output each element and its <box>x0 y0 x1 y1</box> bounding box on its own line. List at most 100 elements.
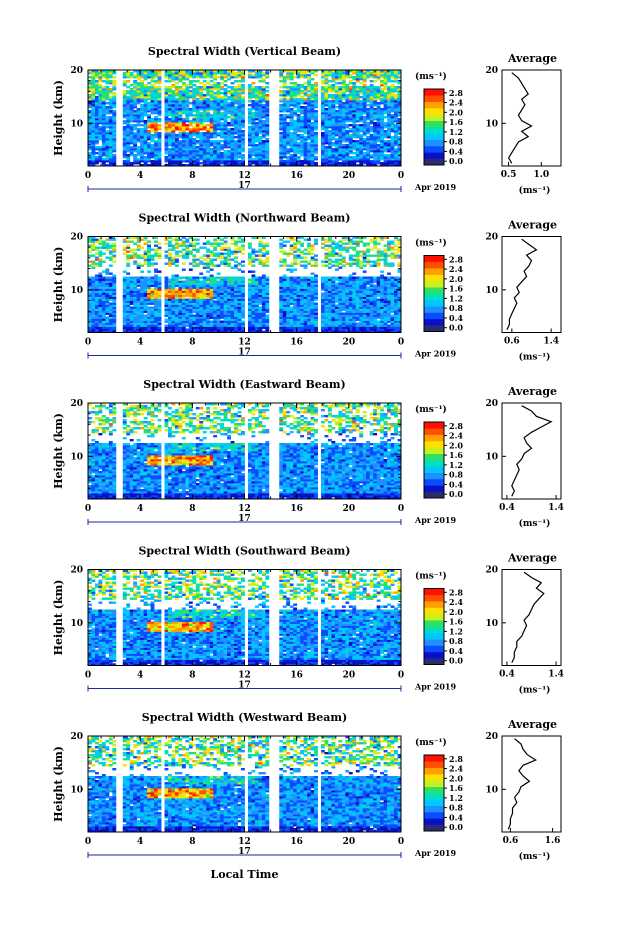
heatmap-cell <box>140 108 145 111</box>
heatmap-cell <box>199 260 204 263</box>
heatmap-cell <box>88 110 92 113</box>
heatmap-cell <box>91 124 96 127</box>
heatmap-cell <box>108 162 113 165</box>
heatmap-cell <box>185 96 190 99</box>
heatmap-cell <box>129 120 134 123</box>
heatmap-cell <box>105 134 110 137</box>
heatmap-cell <box>185 238 190 241</box>
heatmap-cell <box>206 140 211 143</box>
heatmap-cell <box>174 88 179 91</box>
heatmap-cell <box>143 152 148 155</box>
heatmap-cell <box>171 136 176 139</box>
heatmap-cell <box>112 136 117 139</box>
heatmap-cell <box>178 150 183 153</box>
heatmap-cell <box>154 74 158 77</box>
heatmap-cell <box>143 88 148 91</box>
heatmap-cell <box>202 154 207 157</box>
colorbar-tick-label: 0.0 <box>449 156 463 166</box>
heatmap-cell <box>216 140 221 143</box>
heatmap-cell <box>136 136 141 139</box>
heatmap-cell <box>199 92 204 95</box>
heatmap-cell <box>373 108 378 111</box>
heatmap-cell <box>171 274 176 277</box>
heatmap-cell <box>94 140 99 143</box>
heatmap-cell <box>195 142 200 145</box>
heatmap-cell <box>174 138 179 141</box>
heatmap-cell <box>202 118 207 121</box>
heatmap-cell <box>126 100 131 103</box>
heatmap-cell <box>209 114 214 117</box>
heatmap-cell <box>206 92 211 95</box>
heatmap-cell <box>206 106 211 109</box>
heatmap-cell <box>171 100 176 103</box>
heatmap-cell <box>202 80 207 83</box>
heatmap-cell <box>188 112 193 115</box>
heatmap-cell <box>140 84 145 87</box>
heatmap-cell <box>206 132 211 135</box>
heatmap-cell <box>112 144 117 147</box>
heatmap-cell <box>112 112 117 115</box>
heatmap-cell <box>167 72 172 75</box>
average-x-tick-label: 0.5 <box>501 170 517 180</box>
heatmap-cell <box>98 72 103 75</box>
heatmap-cell <box>133 118 138 121</box>
heatmap-cell <box>136 160 141 163</box>
heatmap-cell <box>206 120 211 123</box>
colorbar-tick-label: 0.8 <box>449 137 463 147</box>
heatmap-cell <box>241 154 245 157</box>
heatmap-cell <box>178 86 183 89</box>
heatmap-cell <box>91 128 96 131</box>
heatmap-cell <box>206 276 211 279</box>
heatmap-cell <box>157 76 162 79</box>
heatmap-cell <box>129 76 134 79</box>
heatmap-cell <box>279 90 284 93</box>
heatmap-cell <box>185 140 190 143</box>
heatmap-cell <box>359 100 364 103</box>
heatmap-cell <box>94 110 99 113</box>
heatmap-cell <box>147 134 151 137</box>
heatmap-cell <box>98 132 103 135</box>
heatmap-cell <box>178 112 183 115</box>
heatmap-cell <box>108 130 113 133</box>
heatmap-cell <box>202 112 207 115</box>
heatmap-cell <box>174 134 179 137</box>
heatmap-cell <box>209 74 214 77</box>
heatmap-cell <box>101 124 106 127</box>
heatmap-cell <box>108 272 113 275</box>
heatmap-cell <box>147 94 151 97</box>
heatmap-cell <box>122 110 127 113</box>
heatmap-cell <box>88 160 92 163</box>
heatmap-cell <box>143 130 148 133</box>
heatmap-cell <box>143 96 148 99</box>
heatmap-cell <box>133 112 138 115</box>
heatmap-cell <box>171 80 176 83</box>
heatmap-cell <box>185 98 190 101</box>
heatmap-cell <box>143 140 148 143</box>
panel-title: Spectral Width (Northward Beam) <box>139 212 351 225</box>
heatmap-cell <box>164 156 169 159</box>
heatmap-cell <box>164 262 169 265</box>
heatmap-cell <box>154 116 158 119</box>
heatmap-cell <box>167 108 172 111</box>
heatmap-cell <box>112 102 117 105</box>
heatmap-cell <box>188 156 193 159</box>
heatmap-cell <box>324 108 329 111</box>
heatmap-cell <box>199 124 204 127</box>
heatmap-cell <box>181 70 186 73</box>
heatmap-cell <box>122 116 127 119</box>
heatmap-cell <box>101 276 106 279</box>
heatmap-cell <box>181 150 186 153</box>
heatmap-cell <box>129 140 134 143</box>
panel-0: Spectral Width (Vertical Beam)1020Height… <box>52 45 562 196</box>
heatmap-cell <box>178 90 183 93</box>
heatmap-cell <box>143 148 148 151</box>
heatmap-cell <box>185 118 190 121</box>
heatmap-cell <box>188 72 193 75</box>
heatmap-cell <box>136 140 141 143</box>
heatmap-cell <box>209 144 214 147</box>
heatmap-cell <box>140 144 145 147</box>
heatmap-cell <box>223 276 228 279</box>
heatmap-cell <box>94 262 99 265</box>
heatmap-cell <box>140 94 145 97</box>
heatmap-cell <box>178 148 183 151</box>
